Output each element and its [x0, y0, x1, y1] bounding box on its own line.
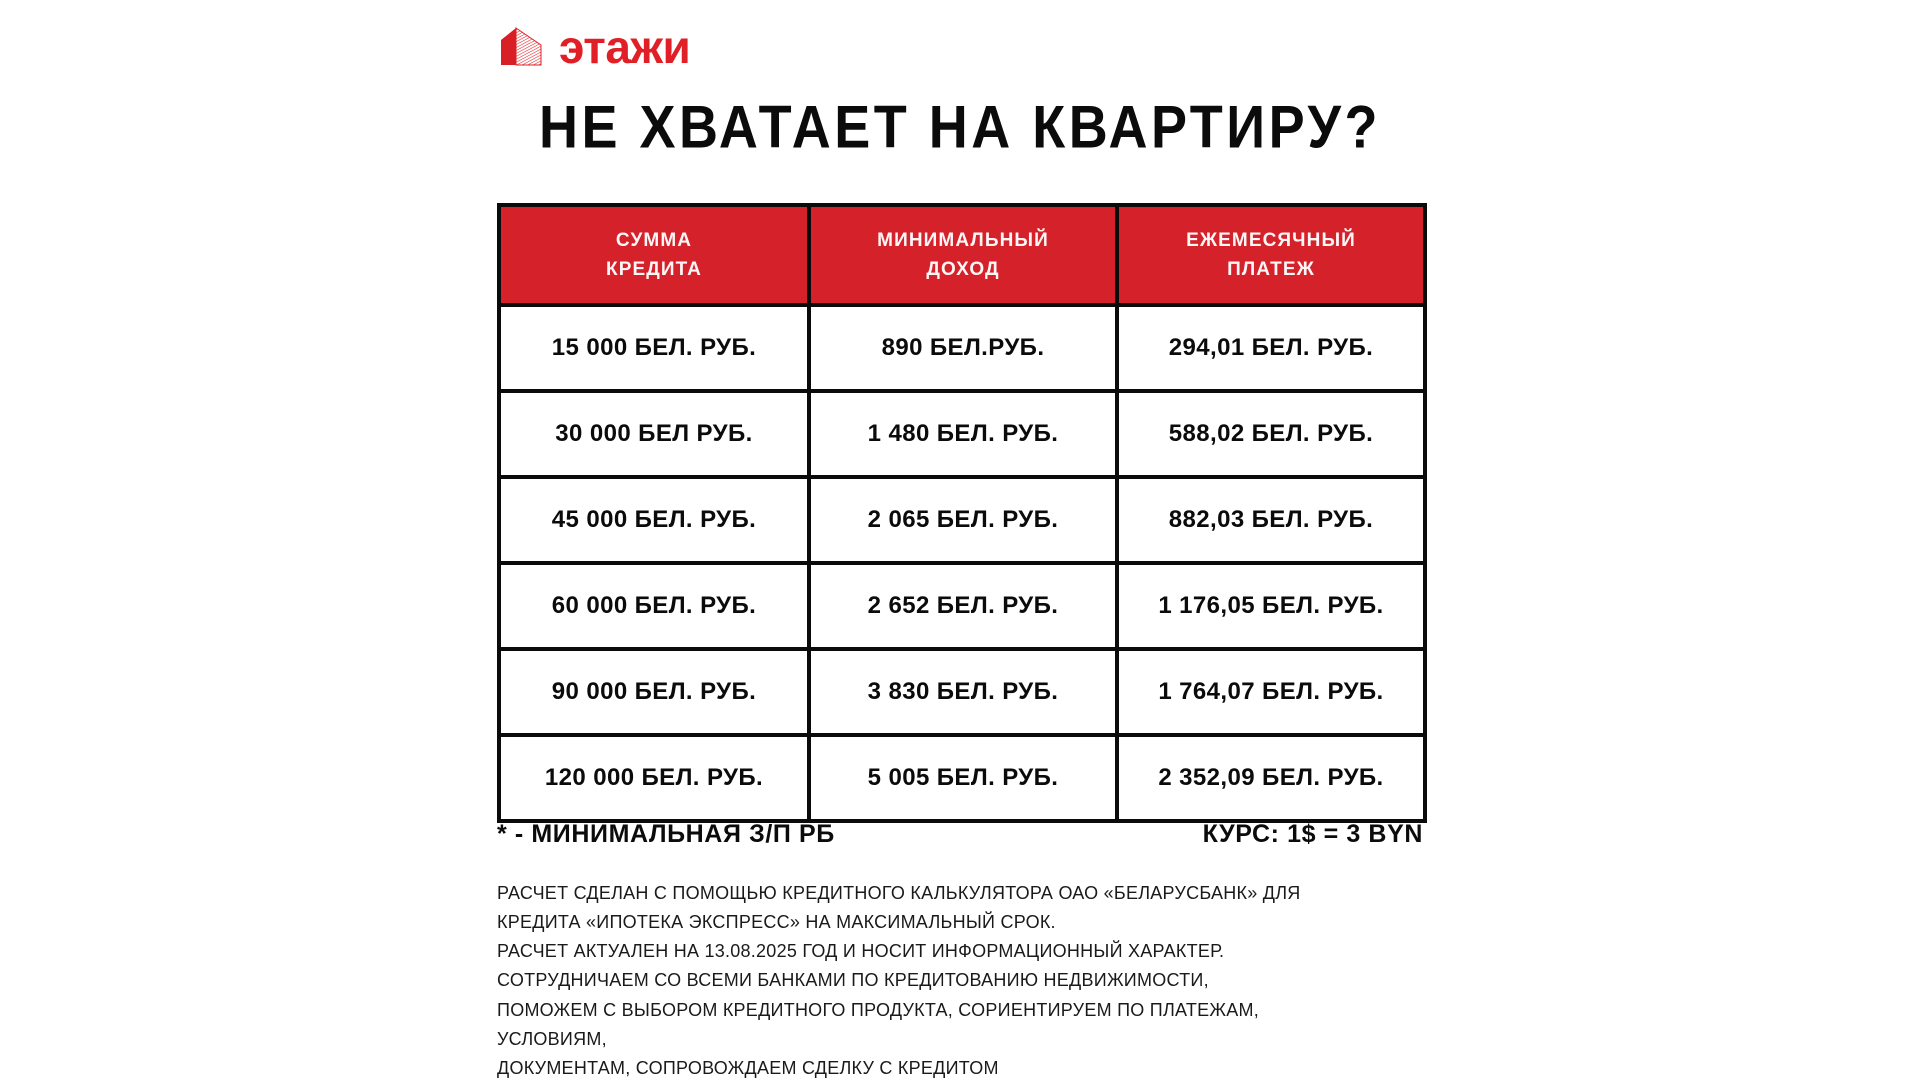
- column-header-payment: ЕЖЕМЕСЯЧНЫЙ ПЛАТЕЖ: [1115, 203, 1427, 307]
- fineprint-block: РАСЧЕТ СДЕЛАН С ПОМОЩЬЮ КРЕДИТНОГО КАЛЬК…: [497, 879, 1457, 1083]
- table-body: 15 000 БЕЛ. РУБ. 890 БЕЛ.РУБ. 294,01 БЕЛ…: [497, 303, 1427, 823]
- column-header-income-line1: МИНИМАЛЬНЫЙ: [877, 229, 1049, 251]
- column-header-amount-line2: КРЕДИТА: [606, 259, 702, 280]
- cell-amount: 15 000 БЕЛ. РУБ.: [497, 303, 811, 393]
- credit-table: СУММА КРЕДИТА МИНИМАЛЬНЫЙ ДОХОД ЕЖЕМЕСЯЧ…: [497, 203, 1427, 823]
- cell-income: 2 652 БЕЛ. РУБ.: [807, 561, 1119, 651]
- table-header-row: СУММА КРЕДИТА МИНИМАЛЬНЫЙ ДОХОД ЕЖЕМЕСЯЧ…: [497, 203, 1427, 307]
- fineprint-line-4: СОТРУДНИЧАЕМ СО ВСЕМИ БАНКАМИ ПО КРЕДИТО…: [497, 970, 1209, 991]
- cell-payment: 1 764,07 БЕЛ. РУБ.: [1115, 647, 1427, 737]
- cell-amount: 90 000 БЕЛ. РУБ.: [497, 647, 811, 737]
- fineprint-line-2: КРЕДИТА «ИПОТЕКА ЭКСПРЕСС» НА МАКСИМАЛЬН…: [497, 912, 1056, 933]
- page-title: НЕ ХВАТАЕТ НА КВАРТИРУ?: [539, 93, 1381, 161]
- fineprint-line-7: ДОКУМЕНТАМ, СОПРОВОЖДАЕМ СДЕЛКУ С КРЕДИТ…: [497, 1057, 999, 1078]
- table-row: 120 000 БЕЛ. РУБ. 5 005 БЕЛ. РУБ. 2 352,…: [497, 733, 1427, 823]
- column-header-income: МИНИМАЛЬНЫЙ ДОХОД: [807, 203, 1119, 307]
- table-row: 15 000 БЕЛ. РУБ. 890 БЕЛ.РУБ. 294,01 БЕЛ…: [497, 303, 1427, 393]
- note-minimum-salary: * - МИНИМАЛЬНАЯ З/П РБ: [497, 820, 835, 848]
- cell-payment: 588,02 БЕЛ. РУБ.: [1115, 389, 1427, 479]
- table-row: 45 000 БЕЛ. РУБ. 2 065 БЕЛ. РУБ. 882,03 …: [497, 475, 1427, 565]
- note-exchange-rate: КУРС: 1$ = 3 BYN: [1202, 820, 1423, 848]
- table-row: 90 000 БЕЛ. РУБ. 3 830 БЕЛ. РУБ. 1 764,0…: [497, 647, 1427, 737]
- table-row: 30 000 БЕЛ РУБ. 1 480 БЕЛ. РУБ. 588,02 Б…: [497, 389, 1427, 479]
- cell-payment: 2 352,09 БЕЛ. РУБ.: [1115, 733, 1427, 823]
- column-header-income-line2: ДОХОД: [926, 259, 1000, 280]
- cell-amount: 60 000 БЕЛ. РУБ.: [497, 561, 811, 651]
- fineprint-line-3: РАСЧЕТ АКТУАЛЕН НА 13.08.2025 ГОД И НОСИ…: [497, 941, 1225, 962]
- notes-row: * - МИНИМАЛЬНАЯ З/П РБ КУРС: 1$ = 3 BYN: [497, 820, 1423, 849]
- table-header: СУММА КРЕДИТА МИНИМАЛЬНЫЙ ДОХОД ЕЖЕМЕСЯЧ…: [497, 203, 1427, 307]
- cell-payment: 294,01 БЕЛ. РУБ.: [1115, 303, 1427, 393]
- column-header-amount-line1: СУММА: [615, 229, 693, 251]
- fineprint-line-1: РАСЧЕТ СДЕЛАН С ПОМОЩЬЮ КРЕДИТНОГО КАЛЬК…: [497, 883, 1301, 903]
- cell-amount: 30 000 БЕЛ РУБ.: [497, 389, 811, 479]
- cell-income: 890 БЕЛ.РУБ.: [807, 303, 1119, 393]
- cell-amount: 45 000 БЕЛ. РУБ.: [497, 475, 811, 565]
- table-row: 60 000 БЕЛ. РУБ. 2 652 БЕЛ. РУБ. 1 176,0…: [497, 561, 1427, 651]
- cell-income: 5 005 БЕЛ. РУБ.: [807, 733, 1119, 823]
- cell-amount: 120 000 БЕЛ. РУБ.: [497, 733, 811, 823]
- building-logo-icon: [501, 27, 542, 66]
- fineprint-line-6: УСЛОВИЯМ,: [497, 1028, 607, 1049]
- column-header-payment-line2: ПЛАТЕЖ: [1227, 259, 1315, 280]
- column-header-amount: СУММА КРЕДИТА: [497, 203, 811, 307]
- cell-income: 1 480 БЕЛ. РУБ.: [807, 389, 1119, 479]
- brand-logo: этажи: [497, 20, 691, 73]
- cell-income: 2 065 БЕЛ. РУБ.: [807, 475, 1119, 565]
- cell-payment: 882,03 БЕЛ. РУБ.: [1115, 475, 1427, 565]
- cell-payment: 1 176,05 БЕЛ. РУБ.: [1115, 561, 1427, 651]
- fineprint-line-5: ПОМОЖЕМ С ВЫБОРОМ КРЕДИТНОГО ПРОДУКТА, С…: [497, 999, 1259, 1020]
- brand-name: этажи: [559, 21, 691, 73]
- cell-income: 3 830 БЕЛ. РУБ.: [807, 647, 1119, 737]
- column-header-payment-line1: ЕЖЕМЕСЯЧНЫЙ: [1186, 229, 1356, 251]
